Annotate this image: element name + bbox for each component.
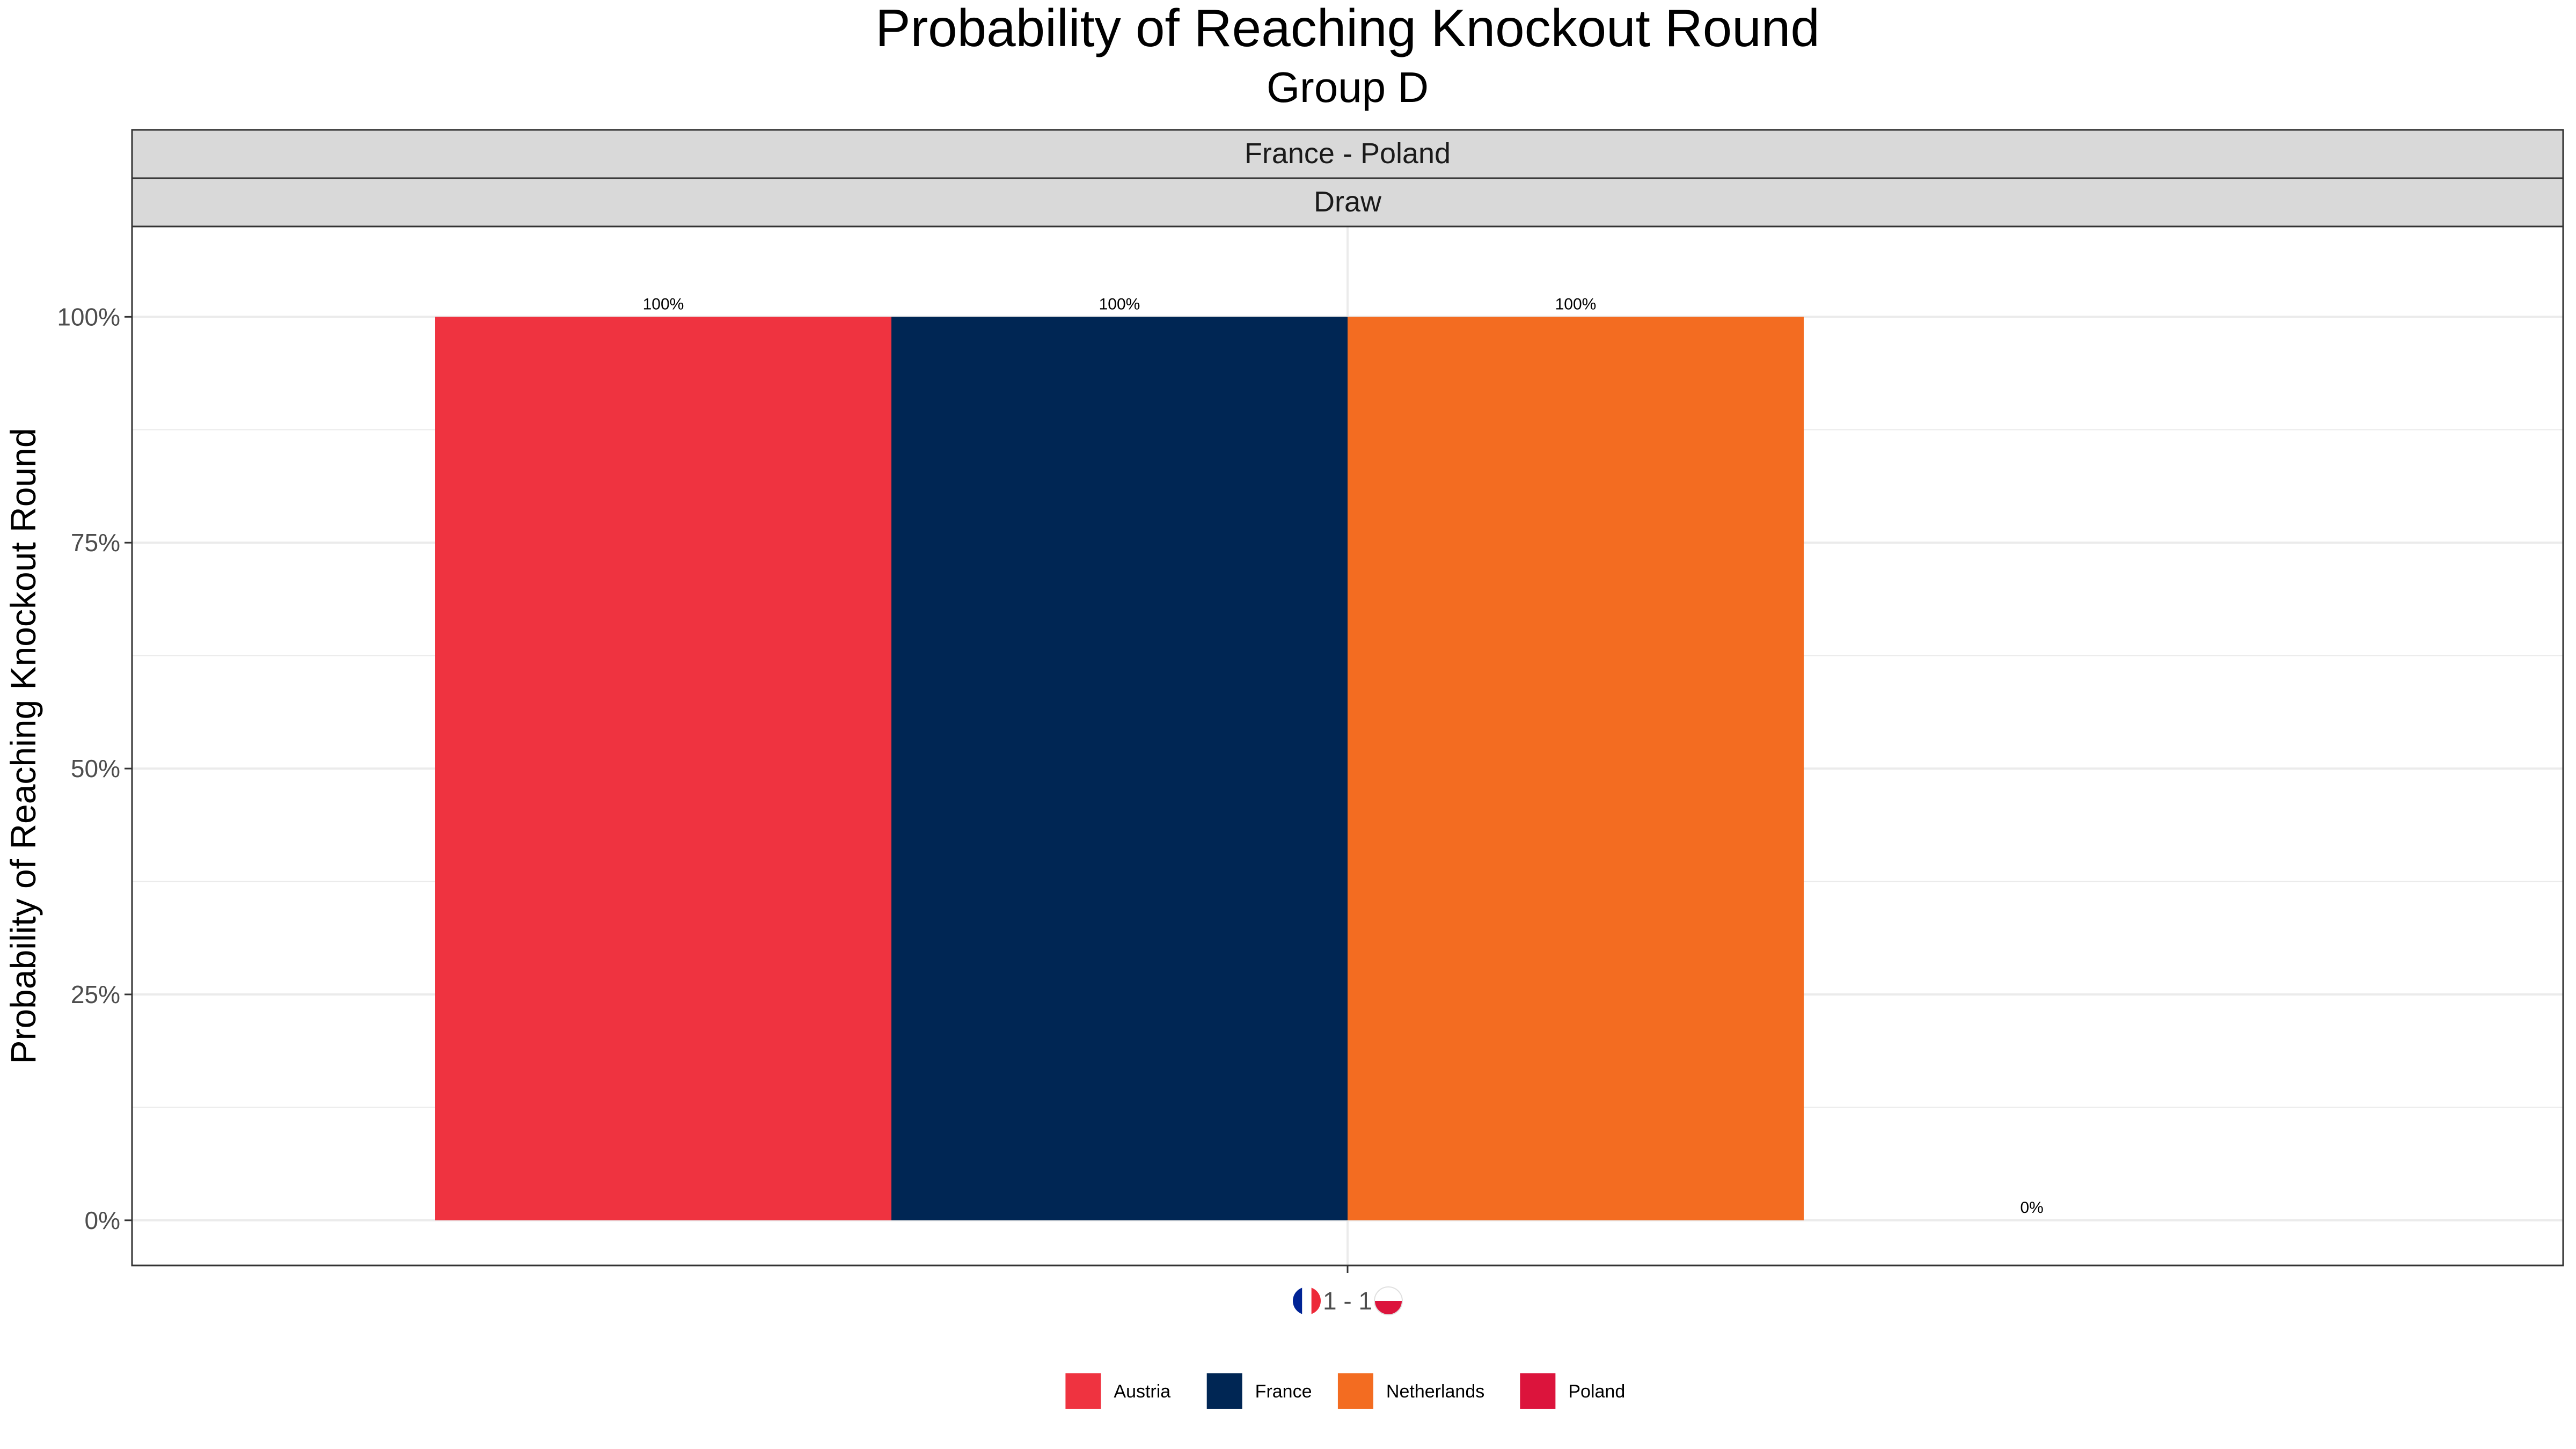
legend: Austria France Netherlands Poland (1065, 1373, 1625, 1409)
facet-strip-match (131, 129, 2564, 179)
y-tick-label: 50% (71, 755, 120, 782)
legend-label: Netherlands (1386, 1381, 1484, 1402)
bar-netherlands (1348, 317, 1804, 1220)
x-axis: 1 - 1 (1293, 1265, 1403, 1315)
legend-item-austria: Austria (1065, 1373, 1170, 1409)
y-tick-label: 25% (71, 980, 120, 1008)
bar-austria (435, 317, 891, 1220)
legend-key (1206, 1373, 1242, 1409)
chart-subtitle: Group D (1267, 63, 1429, 111)
y-axis: 0% 25% 50% 75% 100% (57, 303, 132, 1234)
bar-label-france: 100% (1099, 295, 1140, 313)
bar-labels: 100% 100% 100% 0% (643, 295, 2044, 1216)
facet-label-result: Draw (1314, 186, 1382, 218)
legend-label: Poland (1568, 1381, 1625, 1402)
y-tick-label: 0% (85, 1206, 120, 1234)
bar-label-netherlands: 100% (1555, 295, 1597, 313)
legend-key (1337, 1373, 1373, 1409)
y-axis-title: Probability of Reaching Knockout Round (3, 428, 43, 1064)
facet-strip-result (131, 177, 2564, 228)
legend-item-france: France (1206, 1373, 1312, 1409)
y-tick-label: 75% (71, 529, 120, 557)
legend-label: France (1255, 1381, 1312, 1402)
bars (435, 317, 1804, 1220)
chart-title: Probability of Reaching Knockout Round (875, 0, 1820, 57)
legend-item-netherlands: Netherlands (1337, 1373, 1484, 1409)
bar-france (891, 317, 1348, 1220)
legend-item-poland: Poland (1520, 1373, 1625, 1409)
france-flag-icon (1293, 1287, 1321, 1315)
legend-key (1520, 1373, 1556, 1409)
legend-label: Austria (1114, 1381, 1170, 1402)
bar-label-poland: 0% (2020, 1199, 2043, 1217)
y-tick-label: 100% (57, 303, 120, 331)
bar-label-austria: 100% (643, 295, 684, 313)
poland-flag-icon (1374, 1286, 1403, 1315)
facet-label-match: France - Poland (1245, 137, 1451, 170)
x-tick-label: 1 - 1 (1323, 1287, 1372, 1315)
legend-key (1065, 1373, 1101, 1409)
